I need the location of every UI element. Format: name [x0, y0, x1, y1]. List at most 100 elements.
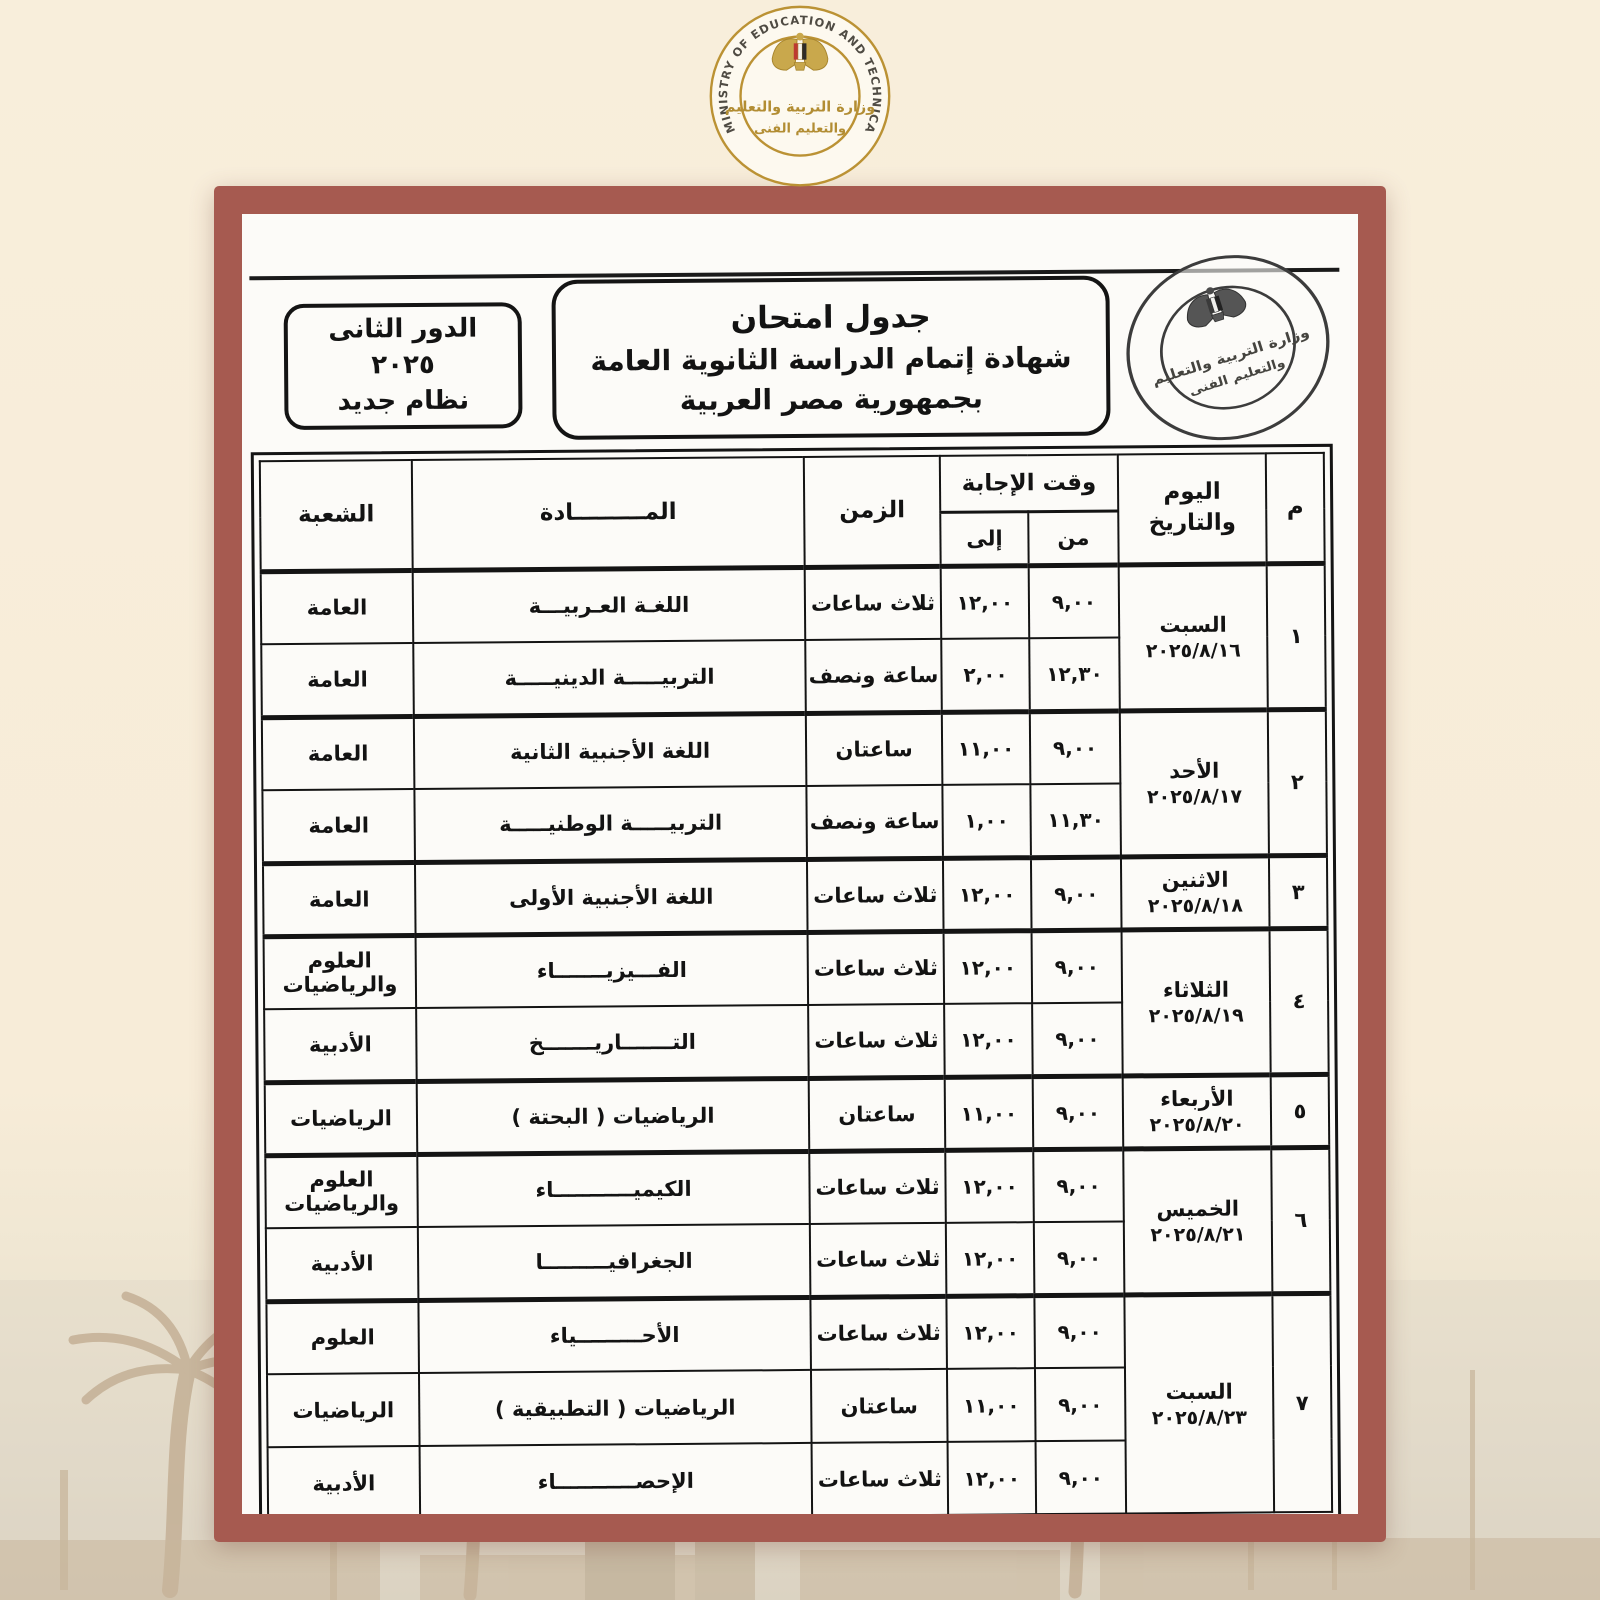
table-row: ٤ الثلاثاء ٢٠٢٥/٨/١٩ ٩,٠٠ ١٢,٠٠ ثلاث ساع… — [263, 927, 1329, 1076]
time-from: ٩,٠٠ — [1031, 929, 1123, 1004]
subject-cell: الرياضيات ( البحتة ) — [416, 1077, 810, 1155]
day-name: السبت — [1159, 612, 1227, 637]
branch-cell: العامة — [261, 643, 414, 718]
table-row: ٦ الخميس ٢٠٢٥/٨/٢١ ٩,٠٠ ١٢,٠٠ ثلاث ساعات… — [265, 1146, 1331, 1295]
row-number: ٦ — [1271, 1146, 1331, 1294]
day-date: ٢٠٢٥/٨/١٩ — [1148, 1004, 1244, 1027]
subject-cell: اللغة الأجنبية الأولى — [414, 858, 808, 936]
time-from: ٩,٠٠ — [1028, 564, 1120, 639]
branch-cell: العلوم — [266, 1300, 419, 1375]
duration-cell: ساعة ونصف — [805, 638, 942, 713]
day-name: الأحد — [1169, 758, 1220, 783]
duration-cell: ثلاث ساعات — [811, 1441, 949, 1514]
row-number: ٣ — [1268, 854, 1328, 929]
time-from: ٩,٠٠ — [1032, 1002, 1123, 1077]
table-row: ٧ السبت ٢٠٢٥/٨/٢٣ ٩,٠٠ ١٢,٠٠ ثلاث ساعات … — [266, 1292, 1333, 1514]
duration-cell: ساعتان — [805, 711, 943, 786]
title-box: جدول امتحان شهادة إتمام الدراسة الثانوية… — [551, 275, 1111, 440]
day-date-cell: الاثنين ٢٠٢٥/٨/١٨ — [1120, 855, 1270, 930]
time-from: ٩,٠٠ — [1034, 1367, 1126, 1442]
day-date-cell: الأحد ٢٠٢٥/٨/١٧ — [1119, 709, 1269, 857]
time-from: ٩,٠٠ — [1034, 1294, 1125, 1369]
doc-title-line2: شهادة إتمام الدراسة الثانوية العامة — [590, 341, 1072, 379]
branch-cell: العامة — [260, 570, 414, 645]
time-to: ١٢,٠٠ — [945, 1222, 1035, 1296]
day-name: الاثنين — [1161, 867, 1229, 893]
day-name: الأربعاء — [1160, 1086, 1234, 1112]
session-year: ٢٠٢٥ — [371, 349, 435, 381]
time-to: ١٢,٠٠ — [944, 1003, 1033, 1077]
row-number: ٢ — [1267, 708, 1327, 856]
day-date: ٢٠٢٥/٨/١٦ — [1145, 639, 1241, 662]
time-from: ١٢,٣٠ — [1029, 637, 1120, 712]
time-to: ١١,٠٠ — [946, 1368, 1036, 1442]
branch-cell: الأدبية — [267, 1446, 421, 1514]
row-number: ١ — [1266, 562, 1326, 710]
time-to: ١١,٠٠ — [941, 711, 1031, 785]
time-to: ١٢,٠٠ — [942, 857, 1032, 931]
branch-cell: العامة — [262, 789, 415, 864]
time-from: ٩,٠٠ — [1030, 856, 1122, 931]
time-to: ٢,٠٠ — [941, 638, 1030, 712]
branch-cell: الرياضيات — [264, 1081, 418, 1156]
table-row: ١ السبت ٢٠٢٥/٨/١٦ ٩,٠٠ ١٢,٠٠ ثلاث ساعات … — [260, 562, 1326, 711]
header-branch: الشعبة — [259, 460, 413, 572]
subject-cell: الأحـــــــــياء — [418, 1296, 811, 1374]
duration-cell: ساعتان — [810, 1368, 948, 1443]
day-date: ٢٠٢٥/٨/٢٣ — [1151, 1406, 1247, 1430]
ministry-logo: MINISTRY OF EDUCATION AND TECHNICAL EDUC… — [702, 4, 891, 187]
day-name: الخميس — [1156, 1196, 1240, 1221]
subject-cell: الفـــيزيـــــــاء — [415, 931, 809, 1009]
duration-cell: ساعة ونصف — [806, 784, 943, 859]
subject-cell: الرياضيات ( التطبيقية ) — [418, 1369, 812, 1447]
day-date: ٢٠٢٥/٨/١٧ — [1146, 785, 1243, 808]
row-number: ٧ — [1272, 1292, 1333, 1513]
time-from: ٩,٠٠ — [1035, 1440, 1127, 1514]
time-to: ١٢,٠٠ — [945, 1149, 1034, 1223]
time-from: ٩,٠٠ — [1032, 1075, 1124, 1150]
exam-schedule-table: م اليوم والتاريخ وقت الإجابة الزمن المــ… — [259, 452, 1333, 1514]
header-duration: الزمن — [803, 455, 941, 567]
document-seal: MINISTRY OF EDUCATION AND TECHNICAL EDUC… — [1126, 255, 1330, 441]
duration-cell: ثلاث ساعات — [809, 1149, 946, 1224]
day-date-cell: الخميس ٢٠٢٥/٨/٢١ — [1123, 1147, 1273, 1295]
header-day-line1: اليوم — [1163, 478, 1221, 506]
eagle-emblem — [771, 32, 829, 71]
header-num: م — [1265, 452, 1325, 564]
table-row: ٢ الأحد ٢٠٢٥/٨/١٧ ٩,٠٠ ١١,٠٠ ساعتان اللغ… — [261, 708, 1327, 857]
time-to: ١١,٠٠ — [944, 1076, 1034, 1150]
document-paper: الدور الثانى ٢٠٢٥ نظام جديد جدول امتحان … — [242, 214, 1358, 1514]
day-name: الثلاثاء — [1162, 977, 1230, 1002]
subject-cell: التربيـــــة الوطنيـــــة — [414, 785, 807, 863]
logo-arabic-line1: وزارة التربية والتعليم — [725, 99, 875, 115]
time-to: ١٢,٠٠ — [940, 565, 1030, 639]
branch-cell: العامة — [261, 716, 415, 791]
header-day-line2: والتاريخ — [1148, 509, 1237, 537]
day-date-cell: السبت ٢٠٢٥/٨/١٦ — [1118, 563, 1268, 711]
document-frame: الدور الثانى ٢٠٢٥ نظام جديد جدول امتحان … — [214, 186, 1386, 1542]
subject-cell: اللغة الأجنبية الثانية — [413, 712, 807, 790]
branch-cell: الأدبية — [265, 1227, 419, 1302]
day-date-cell: السبت ٢٠٢٥/٨/٢٣ — [1124, 1293, 1275, 1514]
subject-cell: التـــــــاريـــــــخ — [416, 1004, 809, 1082]
subject-cell: الكيميـــــــــــاء — [417, 1150, 810, 1228]
branch-cell: الأدبية — [264, 1008, 417, 1083]
seal-eagle-emblem — [1186, 287, 1247, 328]
session-system: نظام جديد — [337, 385, 470, 417]
branch-cell: العامة — [262, 862, 416, 937]
time-from: ٩,٠٠ — [1029, 710, 1121, 785]
subject-cell: الجغرافيـــــــــا — [417, 1223, 811, 1301]
time-from: ٩,٠٠ — [1033, 1221, 1125, 1296]
header-answer-time: وقت الإجابة — [939, 454, 1119, 512]
day-date-cell: الأربعاء ٢٠٢٥/٨/٢٠ — [1122, 1074, 1272, 1149]
time-from: ٩,٠٠ — [1033, 1148, 1124, 1223]
duration-cell: ثلاث ساعات — [807, 930, 945, 1005]
table-header-row: م اليوم والتاريخ وقت الإجابة الزمن المــ… — [259, 452, 1325, 572]
header-subject: المـــــــــادة — [411, 456, 805, 571]
exam-table-wrapper: م اليوم والتاريخ وقت الإجابة الزمن المــ… — [250, 443, 1342, 1514]
day-name: السبت — [1165, 1379, 1233, 1404]
time-to: ١٢,٠٠ — [946, 1295, 1035, 1369]
subject-cell: الإحصـــــــــــاء — [419, 1442, 813, 1514]
day-date-cell: الثلاثاء ٢٠٢٥/٨/١٩ — [1121, 928, 1271, 1076]
